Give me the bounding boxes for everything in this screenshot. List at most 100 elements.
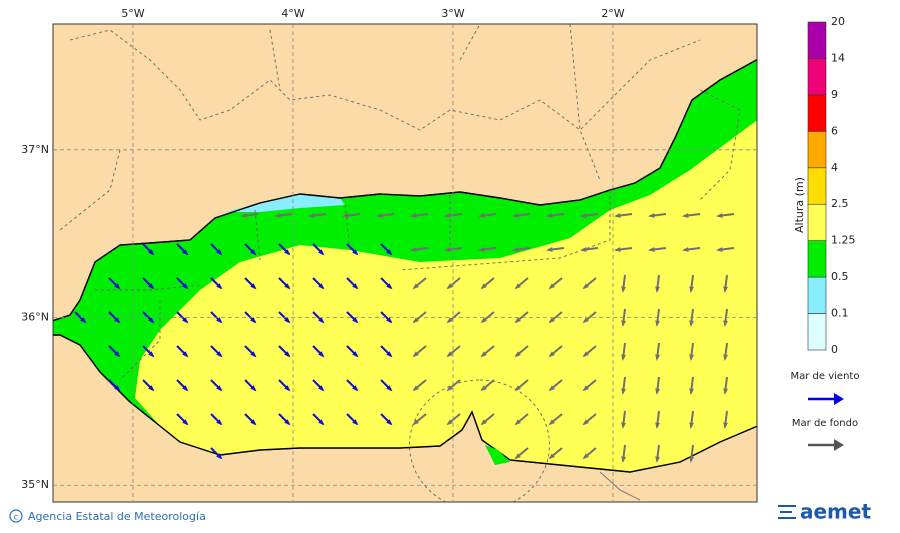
arrows xyxy=(74,213,735,463)
wave-arrowhead xyxy=(182,385,189,392)
wave-arrowhead xyxy=(250,283,257,290)
wave-arrowhead xyxy=(548,283,555,290)
copyright-c: c xyxy=(14,513,18,522)
wave-arrowhead xyxy=(621,422,626,429)
wave-arrowhead xyxy=(689,456,694,463)
wave-arrowhead xyxy=(216,317,223,324)
wave-arrowhead xyxy=(444,213,451,218)
wave-arrowhead xyxy=(546,213,553,218)
wave-arrowhead xyxy=(582,453,589,460)
wave-arrowhead xyxy=(342,213,349,218)
wave-arrowhead xyxy=(284,317,291,324)
wave-arrowhead xyxy=(352,317,359,324)
wave-arrowhead xyxy=(514,283,521,290)
wave-arrowhead xyxy=(182,419,189,426)
wave-arrowhead xyxy=(446,351,453,358)
wave-arrowhead xyxy=(621,388,626,395)
wave-arrowhead xyxy=(582,419,589,426)
wave-arrowhead xyxy=(723,354,728,361)
wind-sea-label: Mar de viento xyxy=(791,371,860,382)
wave-arrowhead xyxy=(548,419,555,426)
wave-arrowhead xyxy=(548,385,555,392)
colorbar-label: 0.5 xyxy=(831,270,849,283)
swell-label: Mar de fondo xyxy=(792,418,858,429)
wave-arrowhead xyxy=(376,213,383,218)
colorbar-label: 6 xyxy=(831,124,838,137)
wave-arrowhead xyxy=(386,283,393,290)
wave-arrowhead xyxy=(250,249,257,256)
wave-arrowhead xyxy=(352,419,359,426)
colorbar-bin xyxy=(807,276,827,314)
wave-arrowhead xyxy=(689,422,694,429)
wave-arrowhead xyxy=(621,456,626,463)
wave-arrowhead xyxy=(352,351,359,358)
colorbar-label: 0.1 xyxy=(831,307,849,320)
wave-arrowhead xyxy=(386,317,393,324)
calm-zone xyxy=(225,194,345,212)
colorbar-bin xyxy=(807,203,827,241)
colorbar-bin xyxy=(807,94,827,132)
wave-arrowhead xyxy=(514,351,521,358)
wave-arrowhead xyxy=(514,453,521,460)
colorbar-bin xyxy=(807,21,827,59)
colorbar-label: 20 xyxy=(831,15,845,28)
wave-arrowhead xyxy=(478,247,485,252)
wave-arrowhead xyxy=(723,286,728,293)
wave-arrowhead xyxy=(682,213,689,218)
wave-arrowhead xyxy=(182,249,189,256)
wave-arrowhead xyxy=(480,351,487,358)
wave-arrowhead xyxy=(682,247,689,252)
lat-tick-label: 36°N xyxy=(21,311,49,324)
swell-arrowhead xyxy=(834,439,844,451)
wave-arrowhead xyxy=(689,354,694,361)
wave-arrowhead xyxy=(716,247,723,252)
colorbar: 0 0.1 0.5 1.25 2.5 4 6 9 14 20 xyxy=(807,15,856,356)
wave-arrowhead xyxy=(80,317,87,324)
wave-arrowhead xyxy=(480,317,487,324)
wave-arrowhead xyxy=(386,249,393,256)
wave-arrowhead xyxy=(621,354,626,361)
wave-arrowhead xyxy=(250,317,257,324)
map-area xyxy=(53,24,757,502)
wave-arrowhead xyxy=(582,385,589,392)
borders xyxy=(59,24,741,502)
wind-sea-arrowhead xyxy=(834,393,844,405)
colorbar-label: 9 xyxy=(831,88,838,101)
wave-arrowhead xyxy=(444,247,451,252)
lon-tick-label: 2°W xyxy=(601,7,624,20)
wave-arrowhead xyxy=(412,283,419,290)
wave-arrowhead xyxy=(655,354,660,361)
colorbar-label: 14 xyxy=(831,51,845,64)
wave-arrowhead xyxy=(284,283,291,290)
wave-arrowhead xyxy=(723,320,728,327)
colorbar-bin xyxy=(807,240,827,278)
wave-arrowhead xyxy=(723,422,728,429)
wave-arrowhead xyxy=(182,317,189,324)
wave-arrowhead xyxy=(655,388,660,395)
wave-arrowhead xyxy=(182,351,189,358)
wave-arrowhead xyxy=(216,385,223,392)
wave-arrowhead xyxy=(216,453,223,460)
wave-arrowhead xyxy=(114,283,121,290)
wave-arrowhead xyxy=(352,249,359,256)
credit: Agencia Estatal de Meteorología xyxy=(28,510,206,523)
wave-arrowhead xyxy=(412,419,419,426)
wave-arrowhead xyxy=(689,388,694,395)
lon-tick-label: 4°W xyxy=(281,7,304,20)
wave-arrowhead xyxy=(114,351,121,358)
wave-arrowhead xyxy=(148,317,155,324)
wave-arrowhead xyxy=(250,419,257,426)
wave-arrowhead xyxy=(182,283,189,290)
wave-arrowhead xyxy=(546,247,553,252)
wave-arrowhead xyxy=(216,419,223,426)
logo-mark xyxy=(778,505,796,519)
wave-arrowhead xyxy=(216,249,223,256)
wave-arrowhead xyxy=(114,385,121,392)
wave-arrowhead xyxy=(614,213,621,218)
colorbar-label: 1.25 xyxy=(831,234,856,247)
wave-arrowhead xyxy=(284,419,291,426)
legend-title: Altura (m) xyxy=(793,177,806,233)
wave-arrowhead xyxy=(648,247,655,252)
